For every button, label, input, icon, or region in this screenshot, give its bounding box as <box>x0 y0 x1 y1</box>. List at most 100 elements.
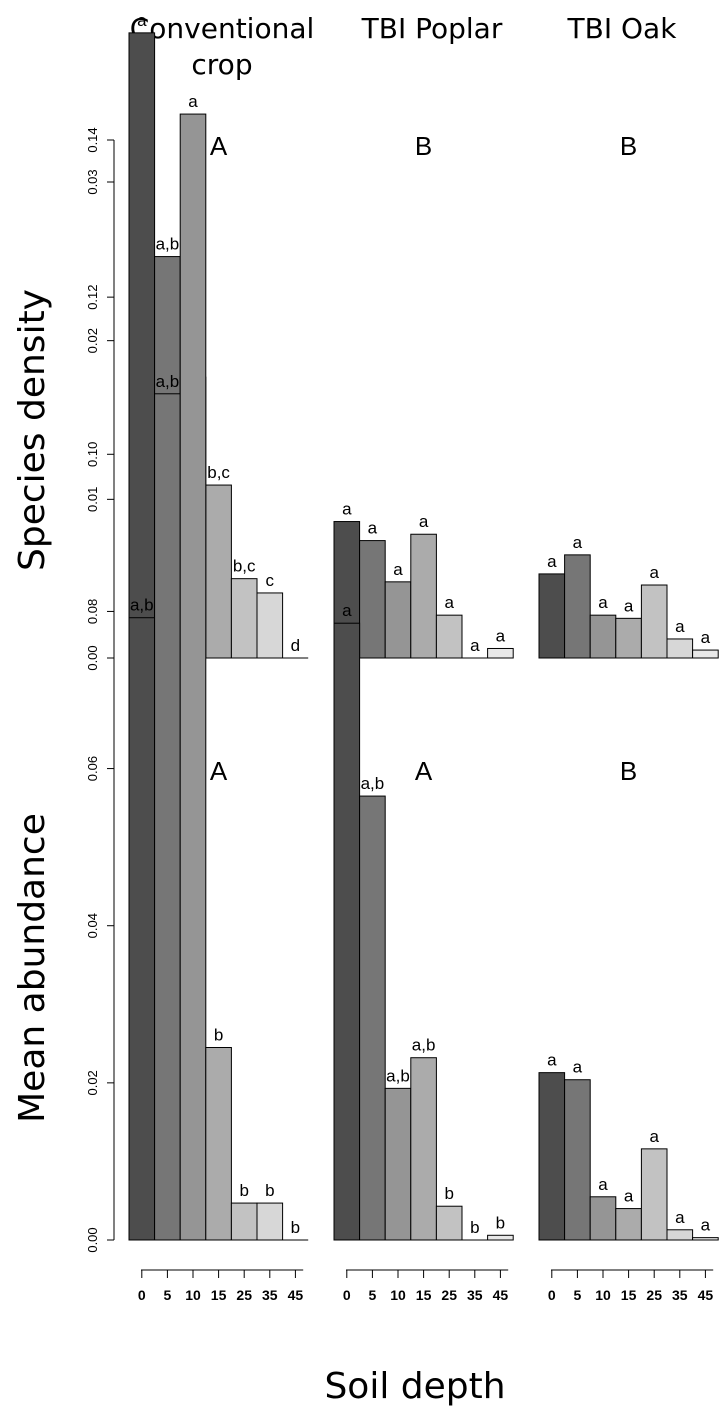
top-bar-label: a <box>675 617 685 636</box>
bottom-bar-label: a <box>649 1127 659 1146</box>
top-bar-label: b,c <box>233 557 256 576</box>
bottom-bar-label: a,b <box>361 774 385 793</box>
top-bar-label: a <box>649 563 659 582</box>
top-bar-label: a <box>342 500 352 519</box>
top-bar-label: b,c <box>207 463 230 482</box>
bottom-bar-label: a,b <box>130 596 154 615</box>
x-tick-label: 25 <box>441 1287 457 1303</box>
bottom-bar <box>641 1149 667 1240</box>
bottom-bar <box>616 1209 642 1240</box>
bottom-bar <box>180 114 206 1240</box>
top-bar-label: c <box>266 571 275 590</box>
bottom-bar-label: a <box>547 1051 557 1070</box>
bottom-bar-label: b <box>214 1026 223 1045</box>
bottom-bar <box>206 1048 232 1241</box>
bottom-bar <box>590 1197 616 1240</box>
column-header-1: Conventional <box>130 12 315 45</box>
bottom-bar <box>565 1080 591 1240</box>
bottom-bar-label: b <box>239 1181 248 1200</box>
bottom-bar-label: a <box>573 1058 583 1077</box>
x-tick-label: 0 <box>138 1287 146 1303</box>
bottom-bar-label: b <box>265 1181 274 1200</box>
top-bar <box>616 618 642 658</box>
top-bar <box>129 33 155 658</box>
x-tick-label: 35 <box>672 1287 688 1303</box>
bottom-bar-label: a <box>188 92 198 111</box>
x-axis-title: Soil depth <box>324 1366 505 1407</box>
bottom-bar-label: a <box>701 1216 711 1235</box>
x-tick-label: 15 <box>416 1287 432 1303</box>
top-bar-label: a <box>573 533 583 552</box>
x-tick-label: 35 <box>467 1287 483 1303</box>
top-bar <box>590 615 616 658</box>
bottom-bar-label: a <box>624 1187 634 1206</box>
top-bar <box>206 485 232 658</box>
bottom-bar-label: b <box>291 1218 300 1237</box>
top-y-tick-label: 0.02 <box>85 328 100 353</box>
x-tick-label: 45 <box>288 1287 304 1303</box>
top-bar <box>488 648 514 658</box>
top-bar-label: a <box>598 593 608 612</box>
top-bar <box>693 650 719 658</box>
top-bar <box>667 639 693 658</box>
column-header-3: TBI Oak <box>567 12 678 45</box>
column-header-2: TBI Poplar <box>361 12 503 45</box>
bottom-group-letter: A <box>210 756 228 786</box>
x-tick-label: 0 <box>548 1287 556 1303</box>
bottom-y-axis-title: Mean abundance <box>12 813 53 1123</box>
top-bar-label: a <box>393 560 403 579</box>
bottom-bar <box>155 394 181 1240</box>
x-tick-label: 10 <box>185 1287 201 1303</box>
top-bar-label: a <box>368 519 378 538</box>
bottom-group-letter: A <box>415 756 433 786</box>
bottom-bar <box>360 796 386 1240</box>
bottom-bar <box>334 623 360 1240</box>
top-bar <box>641 585 667 658</box>
top-bar <box>436 615 462 658</box>
bottom-y-tick-label: 0.08 <box>85 599 100 624</box>
bottom-group-letter: B <box>620 756 637 786</box>
bottom-bar-label: a <box>598 1175 608 1194</box>
bottom-y-tick-label: 0.00 <box>85 1227 100 1252</box>
top-y-tick-label: 0.01 <box>85 487 100 512</box>
bottom-bar <box>231 1203 257 1240</box>
bottom-y-tick-label: 0.12 <box>85 284 100 309</box>
top-bar <box>539 574 565 658</box>
top-bar-label: a <box>137 11 147 30</box>
bottom-bar <box>539 1073 565 1240</box>
bottom-bar <box>436 1206 462 1240</box>
x-tick-label: 25 <box>646 1287 662 1303</box>
top-bar-label: a <box>547 552 557 571</box>
x-tick-label: 15 <box>211 1287 227 1303</box>
top-bar <box>257 593 283 658</box>
bottom-y-tick-label: 0.04 <box>85 913 100 938</box>
top-bar-label: a,b <box>156 235 180 254</box>
x-tick-label: 0 <box>343 1287 351 1303</box>
bottom-bar-label: a <box>675 1208 685 1227</box>
x-tick-label: 5 <box>369 1287 377 1303</box>
x-tick-label: 45 <box>698 1287 714 1303</box>
x-tick-label: 5 <box>574 1287 582 1303</box>
bottom-bar <box>385 1088 411 1240</box>
top-y-tick-label: 0.03 <box>85 169 100 194</box>
top-bar <box>565 555 591 658</box>
top-group-letter: B <box>620 131 637 161</box>
top-y-tick-label: 0.00 <box>85 645 100 670</box>
bottom-bar-label: a,b <box>386 1066 410 1085</box>
bottom-y-tick-label: 0.14 <box>85 127 100 152</box>
x-tick-label: 15 <box>621 1287 637 1303</box>
top-y-axis-title: Species density <box>12 289 53 571</box>
bottom-y-tick-label: 0.06 <box>85 756 100 781</box>
x-tick-label: 10 <box>595 1287 611 1303</box>
bottom-bar <box>257 1203 283 1240</box>
x-tick-label: 25 <box>236 1287 252 1303</box>
top-bar-label: a <box>701 628 711 647</box>
x-tick-label: 45 <box>493 1287 509 1303</box>
top-bar <box>231 579 257 658</box>
top-bar-label: a <box>419 512 429 531</box>
column-header-1: crop <box>191 48 252 81</box>
top-bar <box>360 541 386 658</box>
top-bar <box>385 582 411 658</box>
bottom-bar <box>693 1238 719 1240</box>
